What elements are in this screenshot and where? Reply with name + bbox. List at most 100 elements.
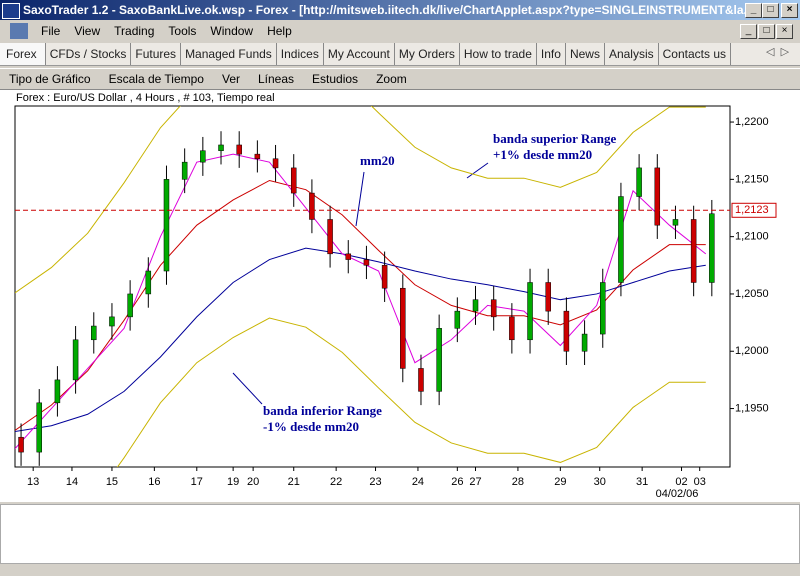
close-button[interactable]: × — [781, 3, 798, 18]
candle-body — [236, 144, 242, 155]
y-tick-label: 1,2200 — [735, 116, 769, 128]
y-tick-label: 1,1950 — [735, 402, 769, 414]
tab[interactable]: Contacts us — [659, 43, 732, 65]
candle-body — [145, 270, 152, 295]
menu-item[interactable]: View — [74, 24, 101, 38]
candle-body — [200, 150, 206, 163]
mdi-button[interactable]: _ — [740, 24, 757, 39]
candle-body — [309, 192, 315, 220]
tab-scroll-arrows[interactable]: ◁ ▷ — [766, 46, 790, 58]
menu-item[interactable]: File — [41, 24, 61, 38]
candle-body — [400, 287, 406, 369]
indicator-line — [15, 106, 706, 294]
candle-body — [600, 282, 606, 335]
maximize-button[interactable]: □ — [762, 3, 779, 18]
x-tick-label: 17 — [191, 476, 203, 488]
candle-body — [672, 219, 679, 226]
x-tick-label: 13 — [27, 476, 39, 488]
tab[interactable]: Forex — [0, 43, 46, 65]
candle-body — [418, 368, 424, 392]
candle-body — [636, 167, 642, 197]
title-bar: SaxoTrader 1.2 - SaxoBankLive.ok.wsp - F… — [0, 0, 800, 20]
candle-body — [290, 167, 297, 194]
last-price-box — [731, 202, 777, 218]
x-tick-label: 23 — [369, 476, 381, 488]
tab[interactable]: My Orders — [395, 43, 460, 65]
tab[interactable]: Info — [537, 43, 566, 65]
candle-body — [345, 253, 352, 260]
annotation: banda inferior Range — [263, 403, 382, 418]
x-tick-label: 02 — [675, 476, 687, 488]
menu-item[interactable]: Trading — [114, 24, 155, 38]
candle-body — [618, 196, 624, 283]
tab[interactable]: Managed Funds — [181, 43, 277, 65]
annotation: +1% desde mm20 — [493, 147, 592, 162]
candle-body — [490, 299, 497, 318]
tab[interactable]: News — [566, 43, 605, 65]
x-tick-label: 24 — [412, 476, 424, 488]
tab[interactable]: How to trade — [460, 43, 537, 65]
annotation: mm20 — [360, 153, 395, 168]
pointer-line — [466, 162, 489, 179]
candle-body — [181, 161, 188, 180]
chart-subtitle: Forex : Euro/US Dollar , 4 Hours , # 103… — [16, 92, 275, 104]
x-tick-label: 31 — [636, 476, 648, 488]
chart-menu-item[interactable]: Estudios — [312, 72, 359, 86]
candle-body — [163, 179, 170, 272]
candle-body — [563, 310, 570, 352]
annotation: -1% desde mm20 — [263, 419, 359, 434]
minimize-button[interactable]: _ — [745, 3, 762, 18]
tab[interactable]: Indices — [277, 43, 324, 65]
menu-item[interactable]: Tools — [168, 24, 197, 38]
candle-body — [218, 144, 224, 151]
candle-body — [91, 325, 97, 341]
doc-icon — [10, 23, 28, 39]
indicator-line — [116, 317, 706, 467]
chart-menu-item[interactable]: Líneas — [258, 72, 295, 86]
chart-menu-item[interactable]: Escala de Tiempo — [108, 72, 204, 86]
candle-body — [581, 333, 588, 352]
tab[interactable]: Futures — [131, 43, 182, 65]
x-tick-label: 20 — [247, 476, 259, 488]
mdi-button[interactable]: □ — [758, 24, 775, 39]
x-tick-label: 16 — [148, 476, 160, 488]
candle-body — [381, 265, 388, 289]
candle-body — [363, 259, 370, 266]
x-tick-label: 19 — [227, 476, 239, 488]
mdi-button[interactable]: × — [776, 24, 793, 39]
candle-body — [690, 219, 697, 283]
x-tick-label: 27 — [469, 476, 481, 488]
candle-body — [454, 310, 461, 329]
chart-menu-item[interactable]: Ver — [221, 72, 240, 86]
x-tick-label: 28 — [512, 476, 524, 488]
menu-bar: File View Trading Tools Window Help _ □ × — [0, 20, 800, 42]
y-tick-label: 1,2050 — [735, 288, 769, 300]
window-title: SaxoTrader 1.2 - SaxoBankLive.ok.wsp - F… — [23, 3, 754, 17]
candle-body — [654, 167, 661, 226]
chart-menu-item[interactable]: Tipo de Gráfico — [9, 72, 91, 86]
pointer-line — [232, 372, 263, 405]
menu-item[interactable]: Help — [267, 24, 292, 38]
lower-panel — [0, 504, 800, 564]
tab[interactable]: My Account — [324, 43, 395, 65]
candle-body — [545, 282, 551, 312]
menu-item[interactable]: Window — [210, 24, 254, 38]
x-tick-label: 21 — [288, 476, 300, 488]
candle-body — [327, 219, 333, 255]
candle-body — [527, 282, 533, 341]
chart-menu-item[interactable]: Zoom — [376, 72, 407, 86]
tab-bar: Forex CFDs / Stocks Futures Managed Funds In… — [0, 43, 800, 66]
chart-menu-bar: Tipo de Gráfico Escala de Tiempo Ver Líneas… — [0, 68, 800, 90]
x-tick-label: 03 — [694, 476, 706, 488]
candle-body — [709, 213, 715, 283]
y-tick-label: 1,2150 — [735, 173, 769, 185]
x-tick-label: 15 — [106, 476, 118, 488]
tab[interactable]: CFDs / Stocks — [46, 43, 132, 65]
x-tick-label: 14 — [66, 476, 78, 488]
x-tick-label: 26 — [451, 476, 463, 488]
tab[interactable]: Analysis — [605, 43, 659, 65]
candle-body — [254, 153, 261, 159]
x-tick-label: 30 — [594, 476, 606, 488]
